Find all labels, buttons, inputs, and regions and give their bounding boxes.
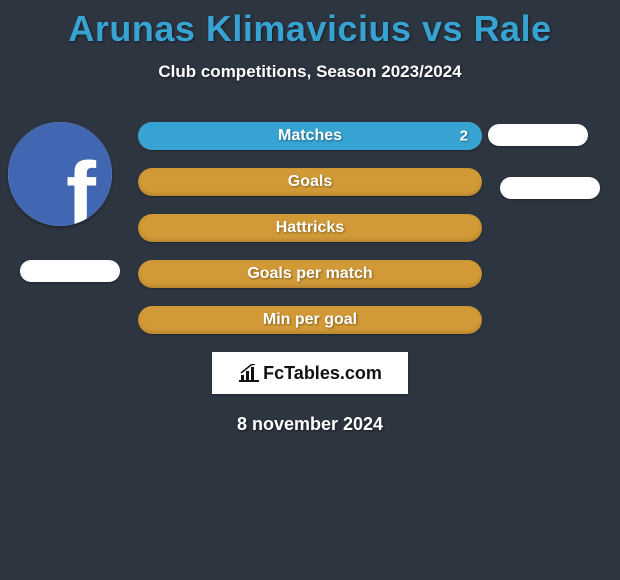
stat-bar-label: Goals — [288, 173, 332, 191]
stat-bar-label: Hattricks — [276, 219, 344, 237]
stat-bar-goals: Goals — [138, 168, 482, 196]
bar-chart-icon — [238, 364, 260, 382]
stat-bars: Matches 2 Goals Hattricks Goals per matc… — [138, 122, 482, 334]
stat-bar-hattricks: Hattricks — [138, 214, 482, 242]
stat-bar-label: Goals per match — [247, 265, 372, 283]
comparison-date: 8 november 2024 — [0, 414, 620, 435]
stat-bar-min-per-goal: Min per goal — [138, 306, 482, 334]
stat-bar-value: 2 — [460, 128, 468, 145]
player-left-avatar — [8, 122, 112, 226]
fctables-logo: FcTables.com — [238, 363, 382, 384]
stat-bar-goals-per-match: Goals per match — [138, 260, 482, 288]
brand-text: FcTables.com — [263, 363, 382, 384]
facebook-icon — [8, 122, 112, 226]
comparison-body: Matches 2 Goals Hattricks Goals per matc… — [0, 122, 620, 435]
stat-bar-label: Min per goal — [263, 311, 357, 329]
comparison-title: Arunas Klimavicius vs Rale — [0, 0, 620, 50]
comparison-subtitle: Club competitions, Season 2023/2024 — [0, 62, 620, 82]
player-right-name-pill — [500, 177, 600, 199]
player-left-name-pill — [20, 260, 120, 282]
player-right-avatar-pill — [488, 124, 588, 146]
stat-bar-matches: Matches 2 — [138, 122, 482, 150]
brand-badge: FcTables.com — [212, 352, 408, 394]
stat-bar-label: Matches — [278, 127, 342, 145]
